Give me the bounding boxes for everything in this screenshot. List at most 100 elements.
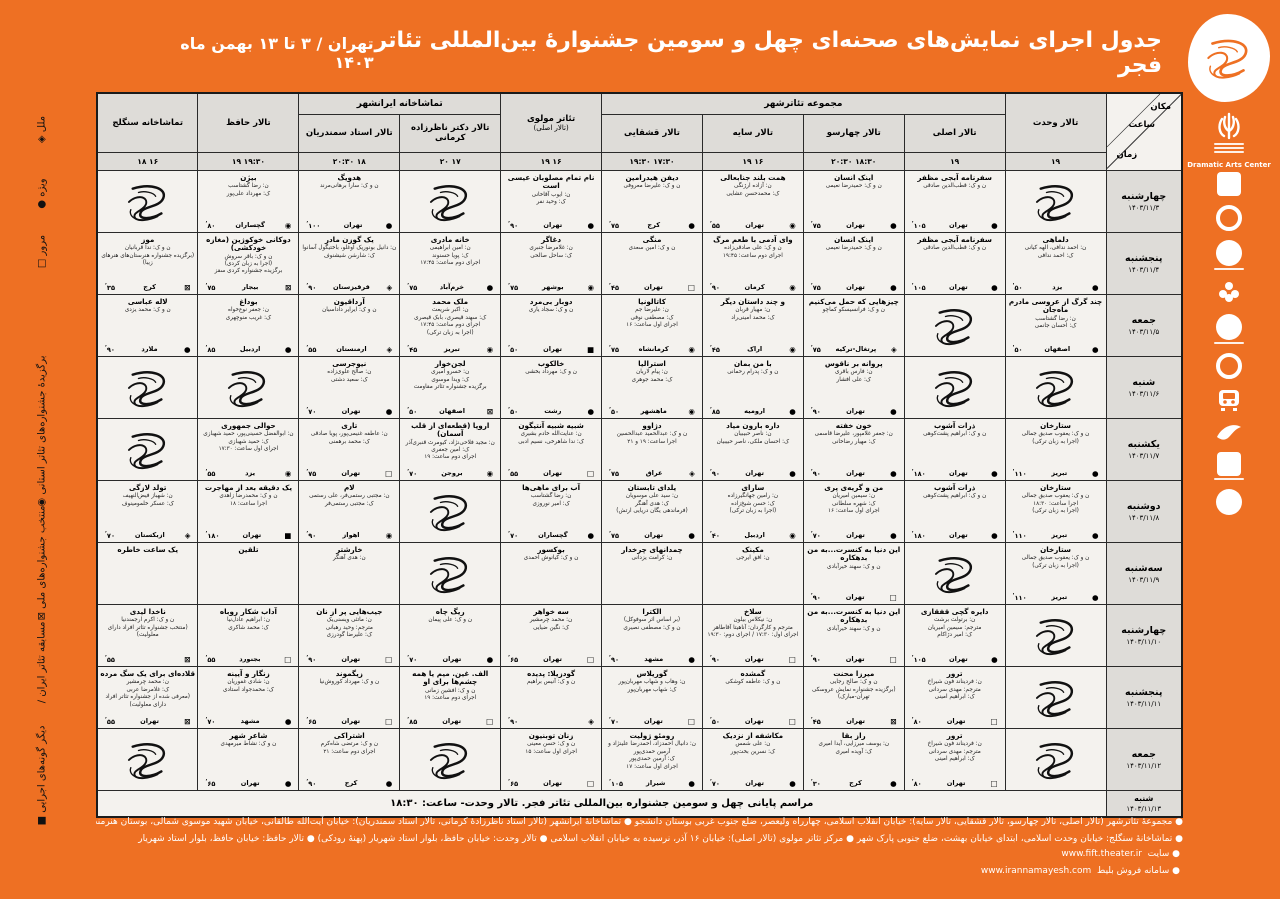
show-cell[interactable]: لام ن: مجتبی رستمی‌فر، علی رستمی ک: مجتبی … xyxy=(298,480,401,543)
festival-logo-cell[interactable] xyxy=(399,170,502,233)
show-cell[interactable]: چمدانهای چرخدار ن: کرامت یزدانی xyxy=(601,542,703,605)
show-cell[interactable]: نیوجرسی ن: صالح علوی‌زاده ک: سعید دشتی ● تهر… xyxy=(298,356,401,419)
show-cell[interactable]: ذرات آشوب ن و ک: ابراهیم پشت‌کوهی ● تهران ۱۸… xyxy=(903,418,1006,481)
show-cell[interactable]: دایره گچی قفقازی ن: برتولت برشت مترجم: سیم… xyxy=(903,604,1006,667)
show-cell[interactable]: داره بارون میاد ن: ناصر حبیبیان ک: احسان م… xyxy=(701,418,804,481)
show-cell[interactable]: گوریلاس ن: وهاب و شهاب مهربان‌پور ک: شهاب … xyxy=(601,666,703,729)
show-cell[interactable]: نام تمام مصلوبان عیسی است ن: ایوب آقاخانی… xyxy=(500,170,603,233)
show-cell[interactable]: تولد لازگی ن: شهباز فیض‌النهیف ک: عسکر خلم… xyxy=(96,480,199,543)
show-cell[interactable]: زیگموند ن و ک: مهرداد کوروش‌نیا □ تهران ۶۵ xyxy=(298,666,401,729)
show-cell[interactable]: هدویگ ن و ک: سارا برهانی‌مرند ● تهران ۱۰۰ xyxy=(298,170,401,233)
festival-logo-cell[interactable] xyxy=(1004,170,1107,233)
festival-logo-cell[interactable] xyxy=(903,542,1006,605)
ticket-url[interactable]: www.irannamayesh.com xyxy=(980,866,1092,877)
show-cell[interactable]: منگی ن و ک: امین سعدی □ تهران ۴۵ xyxy=(601,232,703,295)
show-cell[interactable]: آب برای ماهی‌ها ن: رضا گشتاسب ک: امیر نورو… xyxy=(500,480,603,543)
show-cell[interactable]: آرداقیون ن و ک: ایرایر داداسیان ◈ ارمنستان ۵… xyxy=(298,294,401,357)
show-cell[interactable]: من و گریه‌ی پری ن: سیمین امیریان ک: شهره س… xyxy=(802,480,905,543)
show-cell[interactable]: تلقین xyxy=(197,542,300,605)
festival-logo-cell[interactable] xyxy=(1004,666,1107,729)
show-cell[interactable]: راز بقا ن: یوسف میرزایی، آیدا امیری ک: آوی… xyxy=(802,728,905,791)
show-cell[interactable]: کاتالونیا ن: علیرضا جم ک: مصطفی نوفی اجرای … xyxy=(601,294,703,357)
show-cell[interactable]: پروانه بر ناقوس ن: فارس باقری ک: علی افشار… xyxy=(802,356,905,419)
show-cell[interactable]: جیب‌هایی پر از نان ن: ماتئی ویسنی‌یک مترجم… xyxy=(298,604,401,667)
show-cell[interactable]: آداب شکار روباه ن: ابراهیم عادل‌نیا ک: محم… xyxy=(197,604,300,667)
show-cell[interactable]: چند گرگ از عروسی مادرم ماه‌جان ن: رضا گشت… xyxy=(1004,294,1107,357)
show-cell[interactable]: دیفن هیدرامین ن و ک: علیرضا معروفی ● کرج ۷۵ xyxy=(601,170,703,233)
show-cell[interactable]: ترور ن: فردیناند فون شیراخ مترجم: مهدی سرد… xyxy=(903,666,1006,729)
show-cell[interactable]: گودزیلا: پدیده ن و ک: آنیس براهیم ◈ ۹۰ xyxy=(500,666,603,729)
show-cell[interactable]: شاعر شهر ن و ک: نشاط میرمهدی ● تهران ۶۵ xyxy=(197,728,300,791)
show-cell[interactable]: این دنیا به کنسرت...به من بدهکاره ن و ک: … xyxy=(802,604,905,667)
show-cell[interactable]: بوکسور ن و ک: کیانوش احمدی xyxy=(500,542,603,605)
show-cell[interactable]: یک ساعت خاطره xyxy=(96,542,199,605)
festival-logo-cell[interactable] xyxy=(399,542,502,605)
show-cell[interactable]: خارشتر ن: هدی آهنگر xyxy=(298,542,401,605)
show-cell[interactable]: یلدای تابستان ن: سید علی موسویان ک: هدی آه… xyxy=(601,480,703,543)
show-cell[interactable]: خالکوب ن و ک: مهرداد بخشی ● رشت ۵۰ xyxy=(500,356,603,419)
show-cell[interactable]: قلاده‌ای برای یک سگ مرده ن: محمد چرمشیر ک:… xyxy=(96,666,199,729)
show-cell[interactable]: سفرنامه آبجی مظفر ن و ک: قطب‌الدین صادقی ●… xyxy=(903,232,1006,295)
show-cell[interactable]: سارای ن: رامین جهانگیرزاده ک: حسن شیخ‌زاده… xyxy=(701,480,804,543)
show-cell[interactable]: میرزا محنت ن و ک: صالح رجایی (برگزیده جشنو… xyxy=(802,666,905,729)
show-cell[interactable]: اروپا (قطعه‌ای از قلب آسمان) ن: مجید فلاح… xyxy=(399,418,502,481)
show-cell[interactable]: خون خفته ن: جعفر غلامپور، علیرضا قاسمی ک: … xyxy=(802,418,905,481)
show-cell[interactable]: لاله عباسی ن و ک: محمد یزدی ● ملارد ۹۰ xyxy=(96,294,199,357)
show-cell[interactable]: ذرات آشوب ن و ک: ابراهیم پشت‌کوهی ● تهران ۱۸… xyxy=(903,480,1006,543)
show-cell[interactable]: دوکانی خوکوژین (مغازه خودکشی) ن و ک: باقر… xyxy=(197,232,300,295)
show-cell[interactable]: موز ن و ک: ندا قربانیان (برگزیده جشنواره ه… xyxy=(96,232,199,295)
show-cell[interactable]: ریگ چاه ن و ک: علی پیمان ● تهران ۷۰ xyxy=(399,604,502,667)
show-cell[interactable]: الف. غین. میم یا همه چشم‌ها برای او ن و ک… xyxy=(399,666,502,729)
show-cell[interactable]: بوداغ ن: جعفر نوع‌خواه ک: غریب منوچهری ● ارد… xyxy=(197,294,300,357)
festival-logo-cell[interactable] xyxy=(96,728,199,791)
show-cell[interactable]: وای آدمی با طعم مرگ ن و ک: علی صادقی‌زاده… xyxy=(701,232,804,295)
show-cell[interactable]: ناخدا لیدی ن و ک: اکرم ارجمندنیا (منتخب جش… xyxy=(96,604,199,667)
show-cell[interactable]: الکترا (بر اساس اثر سوفوکل) ن و ک: مصطفی ن… xyxy=(601,604,703,667)
festival-logo-cell[interactable] xyxy=(96,356,199,419)
show-cell[interactable]: دوبار بی‌مرد ن و ک: سجاد یاری ■ تهران ۵۰ xyxy=(500,294,603,357)
festival-logo-cell[interactable] xyxy=(903,356,1006,419)
show-cell[interactable]: سلاخ ن: نیکلاس بیلون مترجم و کارگردان: آنا… xyxy=(701,604,804,667)
show-cell[interactable]: اینک انسان ن و ک: حمیدرضا نعیمی ● تهران ۷۵ xyxy=(802,170,905,233)
show-cell[interactable]: زنان توبنیون ن و ک: حسن معینی اجرای اول سا… xyxy=(500,728,603,791)
show-cell[interactable]: این دنیا به کنسرت...به من بدهکاره ن و ک: … xyxy=(802,542,905,605)
show-cell[interactable]: ستارخان ن و ک: یعقوب صدیق جمالی اجرا ساعت:… xyxy=(1004,480,1107,543)
festival-logo-cell[interactable] xyxy=(1004,356,1107,419)
show-cell[interactable]: ترور ن: فردیناند فون شیراخ مترجم: مهدی سرد… xyxy=(903,728,1006,791)
show-cell[interactable]: یک دقیقه بعد از مهاجرت ن و ک: محمدرضا زاه… xyxy=(197,480,300,543)
show-cell[interactable]: ملک محمد ن: اکبر شریعت ک: سهند قیصری، بابک… xyxy=(399,294,502,357)
festival-logo-cell[interactable] xyxy=(197,356,300,419)
show-cell[interactable]: با من بمان ن و ک: پدرام رحمانی ● ارومیه ۸۵ xyxy=(701,356,804,419)
show-cell[interactable]: استرالیا ن: پیام لاریان ک: محمد جوهری ◉ ماهش… xyxy=(601,356,703,419)
festival-logo-cell[interactable] xyxy=(1004,728,1107,791)
show-cell[interactable]: دغاگر ن: غلامرضا جنبری ک: ساحل صالحی ◉ بوشهر… xyxy=(500,232,603,295)
festival-logo-cell[interactable] xyxy=(96,170,199,233)
festival-logo-cell[interactable] xyxy=(1004,604,1107,667)
festival-logo-cell[interactable] xyxy=(903,294,1006,357)
show-cell[interactable]: حوالی جمهوری ن: ابوالفضل حسینی‌پور، حمید … xyxy=(197,418,300,481)
show-cell[interactable]: چیزهایی که حمل می‌کنیم ن و ک: فرانسیسکو ک… xyxy=(802,294,905,357)
site-url[interactable]: www.fift.theater.ir xyxy=(1061,849,1142,859)
show-cell[interactable]: گمشده ن و ک: عاطفه کوشکی □ تهران ۵۰ xyxy=(701,666,804,729)
show-cell[interactable]: یک گوزن مادر ن: دانیل بونوریک اوغلو، باخت… xyxy=(298,232,401,295)
show-cell[interactable]: زنگار و آیینه ن: شادی غفوریان ک: محمدجواد … xyxy=(197,666,300,729)
show-cell[interactable]: و چند داستان دیگر ن: مهیار قربان ک: محمد ا… xyxy=(701,294,804,357)
show-cell[interactable]: رومئو ژولیت ن: دانیال احمدزاد، احمدرضا عل… xyxy=(601,728,703,791)
show-cell[interactable]: همت بلند جنابعالی ن: آزاده ارژنگی ک: محمدح… xyxy=(701,170,804,233)
show-cell[interactable]: سه خواهر ن: محمد چرمشیر ک: نگین ضیایی □ تهرا… xyxy=(500,604,603,667)
show-cell[interactable]: ستارخان ن و ک: یعقوب صدیق جمالی (اجرا به ز… xyxy=(1004,418,1107,481)
festival-logo-cell[interactable] xyxy=(399,480,502,543)
show-cell[interactable]: مکینک ن: افق ایرجی xyxy=(701,542,804,605)
festival-logo-cell[interactable] xyxy=(399,728,502,791)
festival-logo-cell[interactable] xyxy=(96,418,199,481)
show-cell[interactable]: لجن‌خوار ن: خسرو امیری ک: ویدا موسوی برگزید… xyxy=(399,356,502,419)
show-cell[interactable]: بیژن ن: رضا گشتاسب ک: مهرداد علی‌پور ◉ گچسار… xyxy=(197,170,300,233)
show-cell[interactable]: مکاشفه از نزدیک ن: علی شمس ک: نسرین بخت‌پو… xyxy=(701,728,804,791)
show-cell[interactable]: سفرنامه آبجی مظفر ن و ک: قطب‌الدین صادقی ●… xyxy=(903,170,1006,233)
show-cell[interactable]: تاری ن: عاطفه غنیمی‌پور، پویا صادقی ک: محم… xyxy=(298,418,401,481)
show-cell[interactable]: شبیه شبیه آنتیگون ن: عنایت‌الله خادم بشیر… xyxy=(500,418,603,481)
show-cell[interactable]: اینک انسان ن و ک: حمیدرضا نعیمی ● تهران ۷۵ xyxy=(802,232,905,295)
show-cell[interactable]: خانه مادری ن: امین ابراهیمی ک: پویا حسنوند… xyxy=(399,232,502,295)
show-cell[interactable]: اشتراکی ن و ک: مرتضی شاه‌کرم اجرای دوم ساع… xyxy=(298,728,401,791)
show-cell[interactable]: دژاوو ن و ک: عبدالحمید عبدالحسین اجرا ساعت… xyxy=(601,418,703,481)
